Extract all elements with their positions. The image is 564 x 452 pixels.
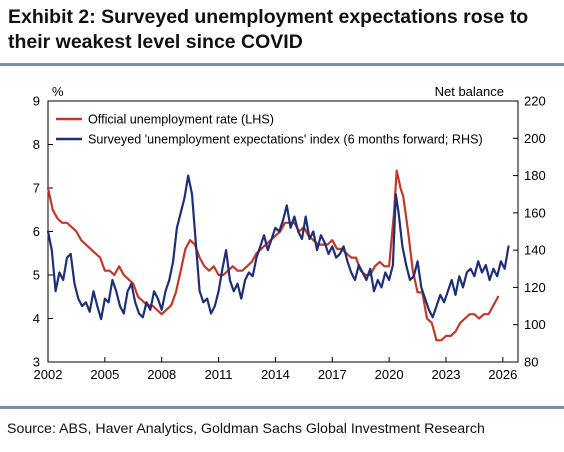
- x-tick-label: 2002: [34, 367, 63, 381]
- y-right-axis-label: Net balance: [435, 84, 504, 99]
- legend-label-1: Official unemployment rate (LHS): [88, 113, 274, 127]
- x-tick-label: 2023: [432, 367, 461, 381]
- y-left-tick-label: 6: [33, 224, 40, 239]
- y-right-tick-label: 140: [524, 243, 546, 258]
- y-right-tick-label: 180: [524, 168, 546, 183]
- y-left-axis-label: %: [52, 84, 64, 99]
- x-tick-label: 2017: [318, 367, 347, 381]
- legend: Official unemployment rate (LHS) Surveyed…: [56, 113, 483, 147]
- y-left-tick-label: 8: [33, 137, 40, 152]
- x-tick-label: 2020: [375, 367, 404, 381]
- y-right-tick-label: 80: [524, 355, 538, 370]
- y-right-tick-label: 120: [524, 280, 546, 295]
- x-tick-label: 2008: [147, 367, 176, 381]
- source-note: Source: ABS, Haver Analytics, Goldman Sa…: [7, 421, 485, 437]
- y-left-tick-label: 5: [33, 268, 40, 283]
- y-right-tick-label: 160: [524, 205, 546, 220]
- y-right-tick-label: 220: [524, 94, 546, 109]
- line-chart: 3 4 5 6 7 8 9 80 100 120 140 160 180 200 220 2002 2005 20…: [33, 84, 546, 381]
- y-right-tick-label: 200: [524, 131, 546, 146]
- y-left-tick-label: 7: [33, 181, 40, 196]
- series-line-2: [46, 174, 510, 321]
- bottom-rule: [0, 406, 564, 409]
- y-left-tick-label: 4: [33, 311, 40, 326]
- x-tick-label: 2014: [261, 367, 290, 381]
- top-rule: [0, 63, 564, 66]
- y-left-tick-label: 9: [33, 94, 40, 109]
- series-layer: [46, 169, 510, 342]
- legend-label-2: Surveyed 'unemployment expectations' ind…: [88, 133, 483, 147]
- y-left-tick-label: 3: [33, 355, 40, 370]
- x-tick-label: 2011: [205, 367, 233, 381]
- y-right-tick-label: 100: [524, 317, 546, 332]
- x-tick-label: 2005: [90, 367, 119, 381]
- chart-title: Exhibit 2: Surveyed unemployment expecta…: [8, 6, 529, 53]
- x-tick-label: 2026: [488, 367, 517, 381]
- axes-layer: 3 4 5 6 7 8 9 80 100 120 140 160 180 200 220 2002 2005 20…: [33, 84, 546, 381]
